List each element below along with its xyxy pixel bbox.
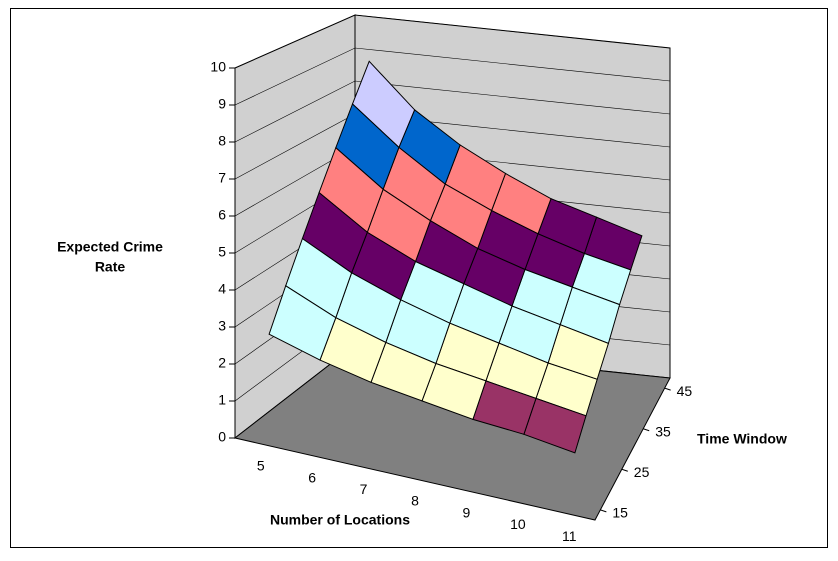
y-tick-label: 15 <box>612 505 628 521</box>
z-tick-label: 1 <box>218 392 226 408</box>
x-tick-label: 10 <box>510 516 526 532</box>
x-tick-label: 6 <box>308 469 316 485</box>
z-tick-label: 2 <box>218 355 226 371</box>
x-tick-label: 11 <box>562 528 577 544</box>
y-tick <box>621 468 628 472</box>
z-tick-label: 5 <box>218 244 226 260</box>
x-axis-title: Number of Locations <box>270 512 410 528</box>
z-axis-title: Expected Crime <box>57 239 163 255</box>
z-tick-label: 3 <box>218 318 226 334</box>
z-tick-label: 8 <box>218 133 226 149</box>
z-tick-label: 9 <box>218 96 226 112</box>
x-tick-label: 5 <box>257 458 265 474</box>
z-tick-label: 7 <box>218 170 226 186</box>
y-tick <box>664 387 671 391</box>
y-tick-label: 35 <box>655 423 671 439</box>
surface-cell <box>268 285 337 361</box>
z-tick-label: 4 <box>218 281 226 297</box>
x-tick-label: 7 <box>360 481 368 497</box>
y-tick <box>600 509 607 513</box>
z-tick-label: 10 <box>210 59 226 75</box>
x-tick-label: 8 <box>411 493 419 509</box>
z-tick-label: 0 <box>218 429 226 445</box>
z-tick-label: 6 <box>218 207 226 223</box>
y-tick-label: 25 <box>634 464 650 480</box>
y-tick <box>643 428 650 432</box>
x-tick-label: 9 <box>463 504 471 520</box>
grid-line <box>234 80 671 143</box>
y-axis-title: Time Window <box>697 431 787 447</box>
surface <box>268 60 643 454</box>
grid-line <box>234 14 671 69</box>
grid-line <box>234 47 671 106</box>
z-axis-title: Rate <box>95 259 126 275</box>
y-tick-label: 45 <box>677 383 693 399</box>
